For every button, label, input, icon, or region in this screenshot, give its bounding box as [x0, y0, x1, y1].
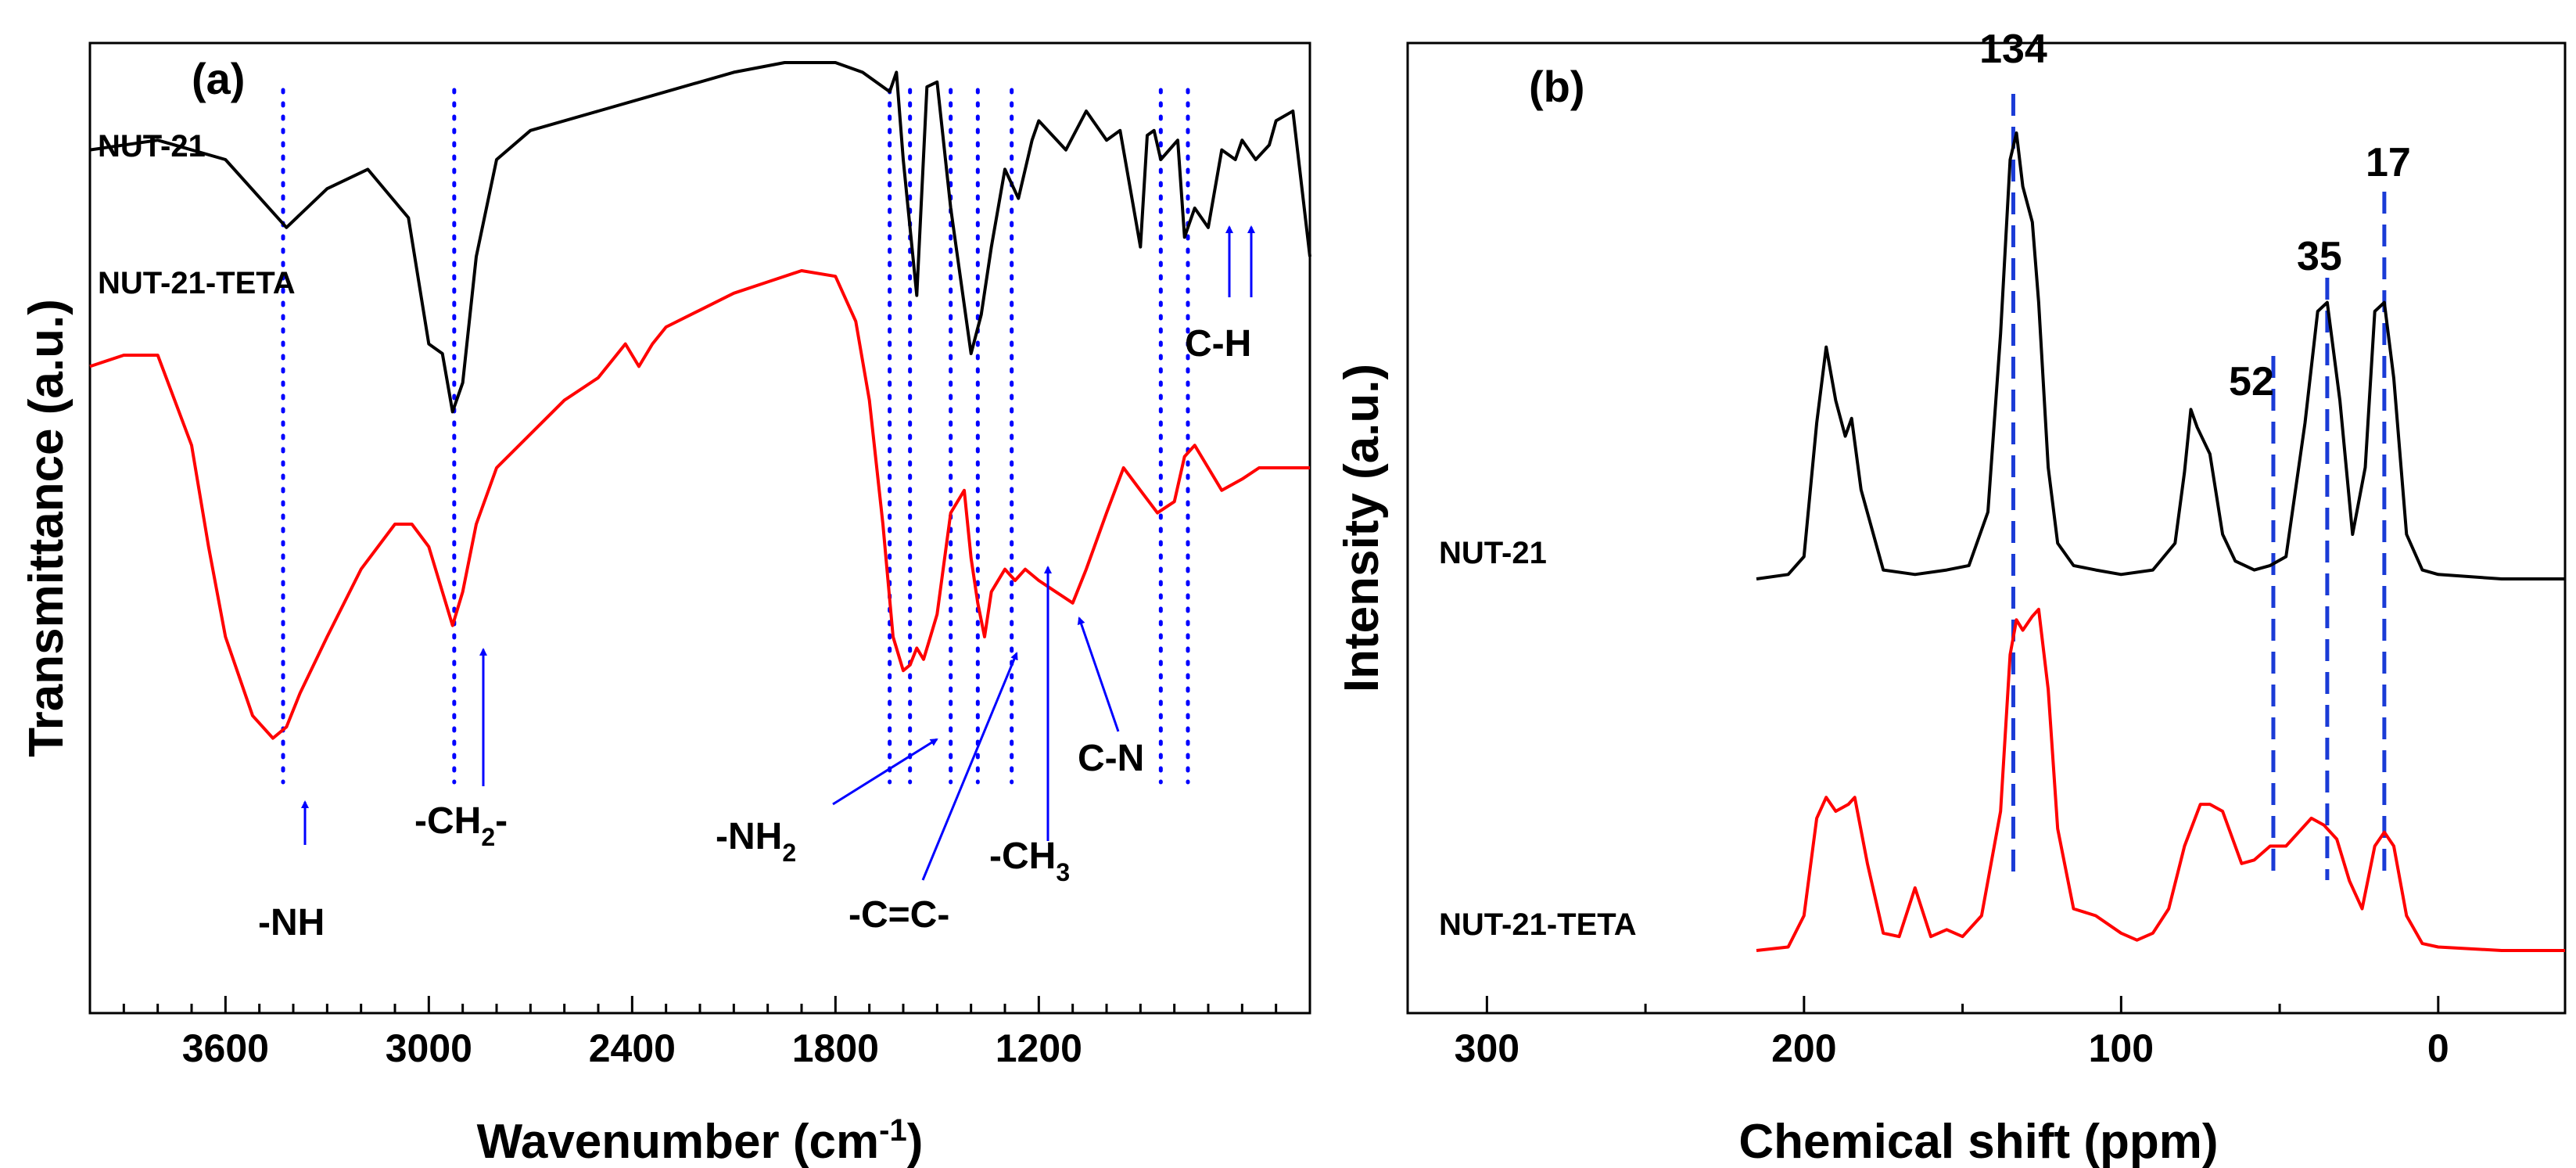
- annotation-label-5: C-N: [1078, 738, 1144, 779]
- panel-a-arrows: [301, 225, 1255, 881]
- b-x-tick-label-100: 100: [2089, 1026, 2154, 1070]
- panel-b-label: (b): [1529, 62, 1585, 111]
- series-line-nut-21: [89, 61, 1311, 414]
- annotation-arrow-2: [832, 738, 938, 806]
- x-tick-label-3000: 3000: [386, 1026, 472, 1070]
- panel-a-guide-lines: [281, 88, 1190, 785]
- peak-label-52: 52: [2229, 359, 2274, 404]
- panel-b: 300 200 100 0 134 52 35 17 (b) NUT-21 NUT-21-T…: [1335, 27, 2567, 1168]
- panel-b-x-axis-title: Chemical shift (ppm): [1738, 1115, 2218, 1168]
- panel-a-x-axis-title-main: Wavenumber (cm: [477, 1115, 880, 1168]
- panel-a-x-axis-title: Wavenumber (cm-1): [477, 1113, 924, 1168]
- panel-a-frame: [88, 41, 1311, 1015]
- panel-a: 3600 3000 2400 1800 1200 -NH -CH2- -NH2 -C=C- -C…: [20, 41, 1311, 1168]
- annotation-arrow-3: [921, 652, 1018, 881]
- x-tick-label-2400: 2400: [589, 1026, 676, 1070]
- panel-a-trace-label-teta: NUT-21-TETA: [98, 266, 296, 300]
- panel-a-label: (a): [192, 54, 245, 103]
- panel-a-trace-label-nut21: NUT-21: [98, 129, 206, 164]
- panel-a-x-axis-title-end: ): [907, 1115, 924, 1168]
- series-line-b-nut-21-teta: [1756, 607, 2565, 952]
- b-x-tick-label-0: 0: [2427, 1026, 2449, 1070]
- x-tick-label-1800: 1800: [792, 1026, 879, 1070]
- b-x-tick-label-300: 300: [1455, 1026, 1519, 1070]
- panel-b-peak-lines: [2011, 94, 2387, 880]
- x-tick-label-1200: 1200: [996, 1026, 1082, 1070]
- panel-a-annotations: -NH -CH2- -NH2 -C=C- -CH3 C-N C-H: [258, 323, 1251, 943]
- annotation-label-1: -CH2-: [414, 800, 508, 851]
- annotation-arrow-5: [1077, 616, 1120, 732]
- peak-label-134: 134: [1979, 27, 2047, 72]
- panel-b-series: [1756, 131, 2565, 952]
- annotation-label-6: C-H: [1185, 323, 1251, 365]
- annotation-label-2: -NH2: [716, 816, 796, 867]
- series-line-b-nut-21: [1756, 131, 2565, 580]
- x-tick-label-3600: 3600: [182, 1026, 269, 1070]
- panel-b-frame: [1406, 41, 2567, 1015]
- panel-a-x-ticks: 3600 3000 2400 1800 1200: [122, 996, 1278, 1070]
- panel-b-peak-labels: 134 52 35 17: [1979, 27, 2411, 404]
- annotation-label-0: -NH: [258, 902, 325, 943]
- panel-b-y-axis-title: Intensity (a.u.): [1335, 364, 1389, 692]
- peak-label-17: 17: [2366, 140, 2411, 185]
- panel-a-y-axis-title: Transmittance (a.u.): [20, 299, 74, 757]
- b-x-tick-label-200: 200: [1771, 1026, 1836, 1070]
- panel-b-x-ticks: 300 200 100 0: [1455, 996, 2449, 1070]
- annotation-label-3: -C=C-: [849, 894, 949, 936]
- panel-a-x-axis-title-sup: -1: [879, 1113, 907, 1148]
- annotation-label-4: -CH3: [989, 836, 1070, 886]
- panel-a-series: [89, 61, 1311, 740]
- series-line-nut-21-teta: [89, 269, 1310, 740]
- peak-label-35: 35: [2297, 234, 2342, 279]
- panel-b-trace-label-nut21: NUT-21: [1439, 536, 1547, 570]
- panel-b-trace-label-teta: NUT-21-TETA: [1439, 907, 1637, 942]
